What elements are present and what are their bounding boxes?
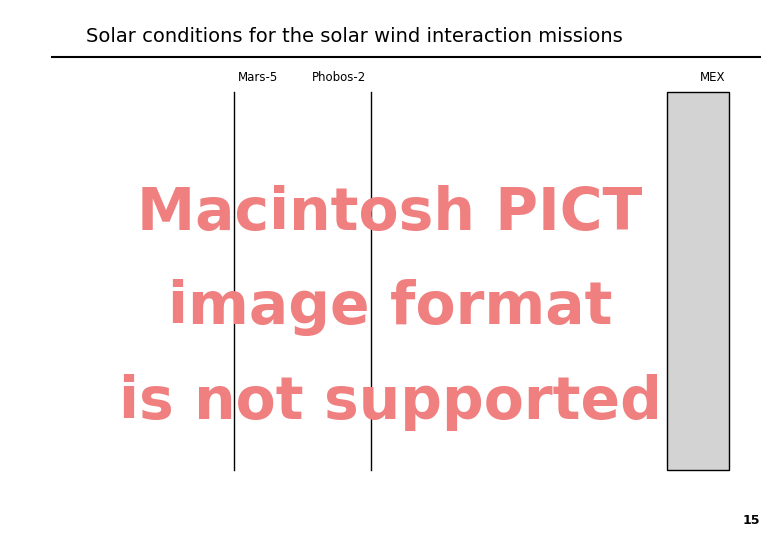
Text: is not supported: is not supported — [119, 374, 661, 431]
Text: MEX: MEX — [700, 71, 725, 84]
Bar — [667, 92, 729, 470]
Text: Mars-5: Mars-5 — [238, 71, 278, 84]
Text: 15: 15 — [743, 514, 760, 526]
Text: Solar conditions for the solar wind interaction missions: Solar conditions for the solar wind inte… — [86, 27, 622, 46]
Text: Macintosh PICT: Macintosh PICT — [137, 185, 643, 242]
Text: image format: image format — [168, 279, 612, 336]
Text: Phobos-2: Phobos-2 — [312, 71, 367, 84]
